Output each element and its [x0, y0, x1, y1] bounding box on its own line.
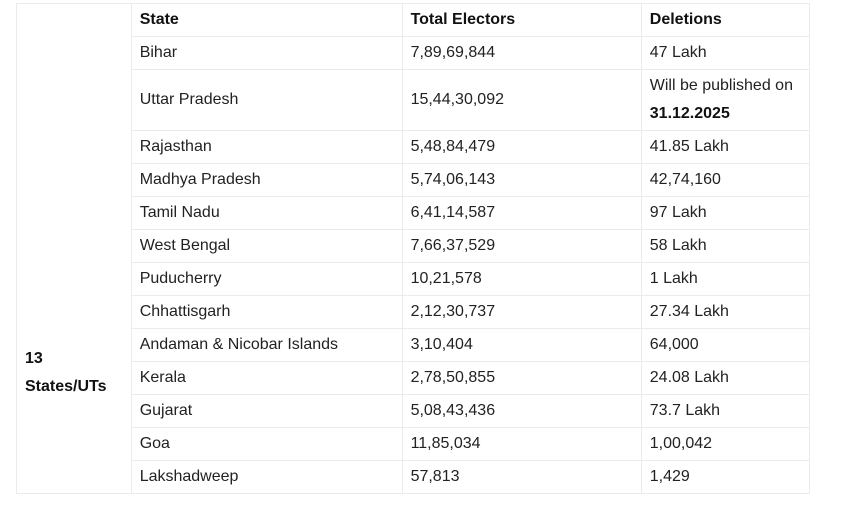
electors-table: 13 States/UTs State Total Electors Delet…	[16, 3, 811, 494]
total-electors-cell: 7,66,37,529	[401, 229, 642, 263]
total-electors-cell: 2,12,30,737	[401, 295, 642, 329]
total-electors-cell: 3,10,404	[401, 328, 642, 362]
table-row: Rajasthan 5,48,84,479 41.85 Lakh	[17, 130, 811, 164]
deletions-cell: 1,00,042	[640, 427, 811, 461]
deletions-cell: Will be published on 31.12.2025	[640, 69, 811, 131]
state-cell: West Bengal	[130, 229, 403, 263]
total-electors-cell: 11,85,034	[401, 427, 642, 461]
group-label-text: States/UTs	[25, 377, 107, 395]
table-row: Goa 11,85,034 1,00,042	[17, 427, 811, 461]
total-electors-cell: 2,78,50,855	[401, 361, 642, 395]
state-cell: Lakshadweep	[130, 460, 403, 494]
group-label-count: 13	[25, 349, 43, 367]
total-electors-cell: 7,89,69,844	[401, 36, 642, 70]
total-electors-cell: 6,41,14,587	[401, 196, 642, 230]
state-cell: Puducherry	[130, 262, 403, 296]
total-electors-cell: 57,813	[401, 460, 642, 494]
state-cell: Kerala	[130, 361, 403, 395]
deletions-cell: 1,429	[640, 460, 811, 494]
total-electors-cell: 15,44,30,092	[401, 69, 642, 131]
deletions-cell: 47 Lakh	[640, 36, 811, 70]
deletions-note: Will be published on	[649, 77, 793, 94]
table-row: Puducherry 10,21,578 1 Lakh	[17, 262, 811, 296]
deletions-cell: 97 Lakh	[640, 196, 811, 230]
header-row: 13 States/UTs State Total Electors Delet…	[16, 3, 811, 494]
table-row: Andaman & Nicobar Islands 3,10,404 64,00…	[17, 328, 811, 362]
group-label-cell: 13 States/UTs	[16, 3, 132, 494]
deletions-cell: 41.85 Lakh	[640, 130, 811, 164]
state-cell: Tamil Nadu	[130, 196, 403, 230]
header-deletions: Deletions	[640, 3, 811, 37]
table-row: Lakshadweep 57,813 1,429	[17, 460, 811, 494]
table-row: Uttar Pradesh 15,44,30,092 Will be publi…	[17, 69, 811, 131]
state-cell: Bihar	[130, 36, 403, 70]
table-row: Gujarat 5,08,43,436 73.7 Lakh	[17, 394, 811, 428]
publish-date: 31.12.2025	[649, 105, 730, 122]
deletions-cell: 42,74,160	[640, 163, 811, 197]
state-cell: Goa	[130, 427, 403, 461]
state-cell: Rajasthan	[130, 130, 403, 164]
table-row: West Bengal 7,66,37,529 58 Lakh	[17, 229, 811, 263]
state-cell: Uttar Pradesh	[130, 69, 403, 131]
state-cell: Andaman & Nicobar Islands	[130, 328, 403, 362]
header-total-electors: Total Electors	[401, 3, 642, 37]
total-electors-cell: 5,74,06,143	[401, 163, 642, 197]
state-cell: Gujarat	[130, 394, 403, 428]
deletions-cell: 27.34 Lakh	[640, 295, 811, 329]
table-row: Bihar 7,89,69,844 47 Lakh	[17, 36, 811, 70]
deletions-cell: 73.7 Lakh	[640, 394, 811, 428]
total-electors-cell: 5,08,43,436	[401, 394, 642, 428]
table-row: Tamil Nadu 6,41,14,587 97 Lakh	[17, 196, 811, 230]
state-cell: Madhya Pradesh	[130, 163, 403, 197]
header-state: State	[130, 3, 403, 37]
table-row: Chhattisgarh 2,12,30,737 27.34 Lakh	[17, 295, 811, 329]
total-electors-cell: 5,48,84,479	[401, 130, 642, 164]
deletions-cell: 24.08 Lakh	[640, 361, 811, 395]
table-row: Kerala 2,78,50,855 24.08 Lakh	[17, 361, 811, 395]
deletions-cell: 1 Lakh	[640, 262, 811, 296]
state-cell: Chhattisgarh	[130, 295, 403, 329]
total-electors-cell: 10,21,578	[401, 262, 642, 296]
deletions-cell: 58 Lakh	[640, 229, 811, 263]
deletions-cell: 64,000	[640, 328, 811, 362]
table-row: Madhya Pradesh 5,74,06,143 42,74,160	[17, 163, 811, 197]
